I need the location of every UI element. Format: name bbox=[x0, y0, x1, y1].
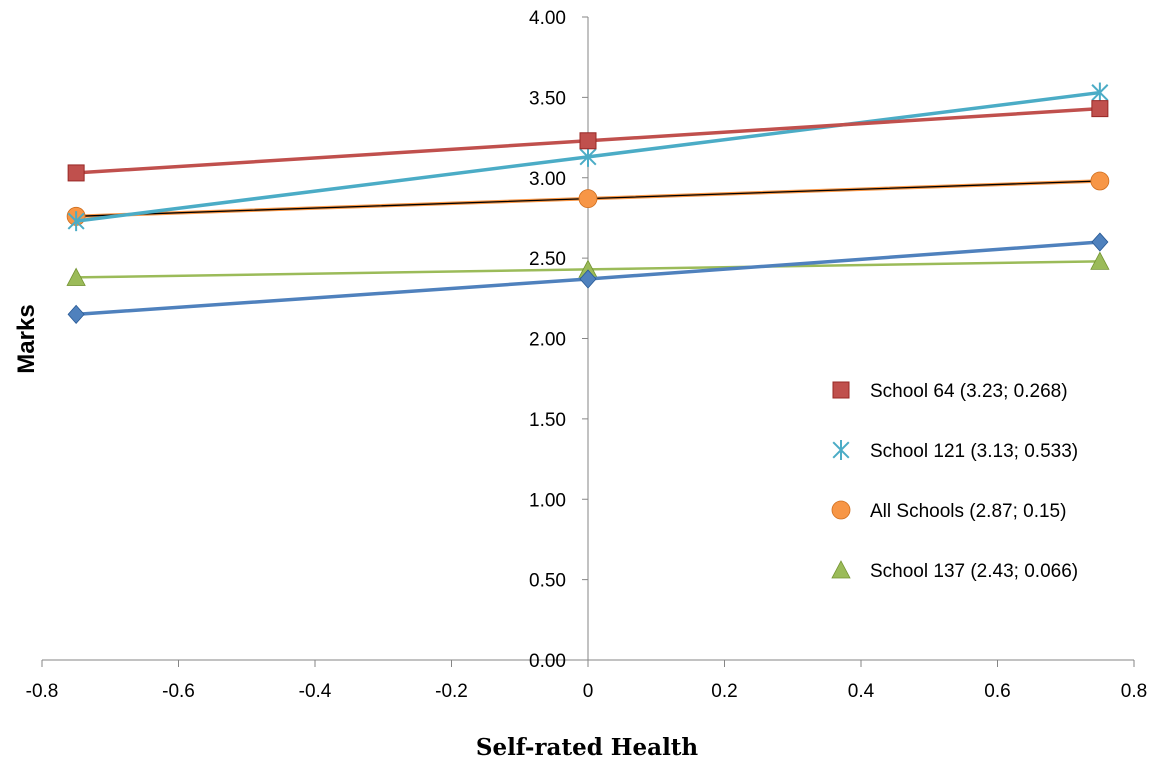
y-tick-label: 2.50 bbox=[529, 249, 566, 270]
data-point bbox=[67, 211, 85, 232]
y-tick-label: 0.00 bbox=[529, 651, 566, 672]
x-axis-label: Self-rated Health bbox=[476, 734, 699, 761]
y-axis-label: Marks bbox=[13, 304, 40, 373]
legend-item: School 137 (2.43; 0.066) bbox=[831, 560, 1078, 582]
y-tick-label: 1.00 bbox=[529, 490, 566, 511]
y-tick-label: 0.50 bbox=[529, 571, 566, 592]
series-4 bbox=[67, 232, 1109, 324]
legend-marker bbox=[831, 560, 851, 579]
x-tick-label: 0.6 bbox=[984, 681, 1010, 702]
data-point bbox=[579, 269, 597, 289]
y-tick-label: 2.00 bbox=[529, 330, 566, 351]
y-tick-label: 3.00 bbox=[529, 169, 566, 190]
series-1 bbox=[67, 82, 1109, 232]
legend-item: School 64 (3.23; 0.268) bbox=[832, 381, 1068, 402]
x-tick-label: 0.4 bbox=[848, 681, 875, 702]
data-point bbox=[67, 164, 85, 182]
legend-marker bbox=[832, 440, 850, 460]
data-point bbox=[1090, 251, 1110, 270]
x-tick-label: -0.2 bbox=[435, 681, 468, 702]
y-tick-label: 4.00 bbox=[529, 8, 566, 29]
chart-series bbox=[66, 82, 1110, 324]
legend-item: School 121 (3.13; 0.533) bbox=[832, 440, 1078, 462]
legend-marker bbox=[831, 500, 851, 520]
data-point bbox=[67, 304, 85, 324]
series-2 bbox=[66, 171, 1110, 226]
x-tick-label: 0.2 bbox=[711, 681, 737, 702]
data-point bbox=[579, 132, 597, 150]
y-tick-label: 1.50 bbox=[529, 410, 566, 431]
data-point bbox=[66, 267, 86, 286]
legend-label: All Schools (2.87; 0.15) bbox=[870, 501, 1066, 522]
data-point bbox=[1091, 232, 1109, 252]
x-tick-label: -0.8 bbox=[26, 681, 59, 702]
x-tick-label: -0.6 bbox=[162, 681, 195, 702]
data-point bbox=[1091, 100, 1109, 118]
series-0 bbox=[67, 100, 1109, 182]
legend-label: School 121 (3.13; 0.533) bbox=[870, 441, 1078, 462]
y-tick-label: 3.50 bbox=[529, 88, 566, 109]
legend-label: School 64 (3.23; 0.268) bbox=[870, 381, 1068, 402]
x-tick-label: 0.8 bbox=[1121, 681, 1147, 702]
legend-label: School 137 (2.43; 0.066) bbox=[870, 561, 1078, 582]
legend-item: All Schools (2.87; 0.15) bbox=[831, 500, 1066, 522]
data-point bbox=[578, 189, 598, 209]
legend-marker bbox=[832, 381, 850, 399]
data-point bbox=[1090, 171, 1110, 191]
chart-axes: -0.8 -0.6 -0.4 -0.2 0 0.2 0.4 0.6 0.8 0.00 0.50 1.0… bbox=[26, 8, 1148, 702]
x-tick-label: 0 bbox=[583, 681, 594, 702]
data-point bbox=[1091, 82, 1109, 103]
data-point bbox=[579, 146, 597, 167]
chart-legend: School 64 (3.23; 0.268) School 121 (3.13;… bbox=[831, 381, 1078, 582]
x-tick-label: -0.4 bbox=[299, 681, 332, 702]
